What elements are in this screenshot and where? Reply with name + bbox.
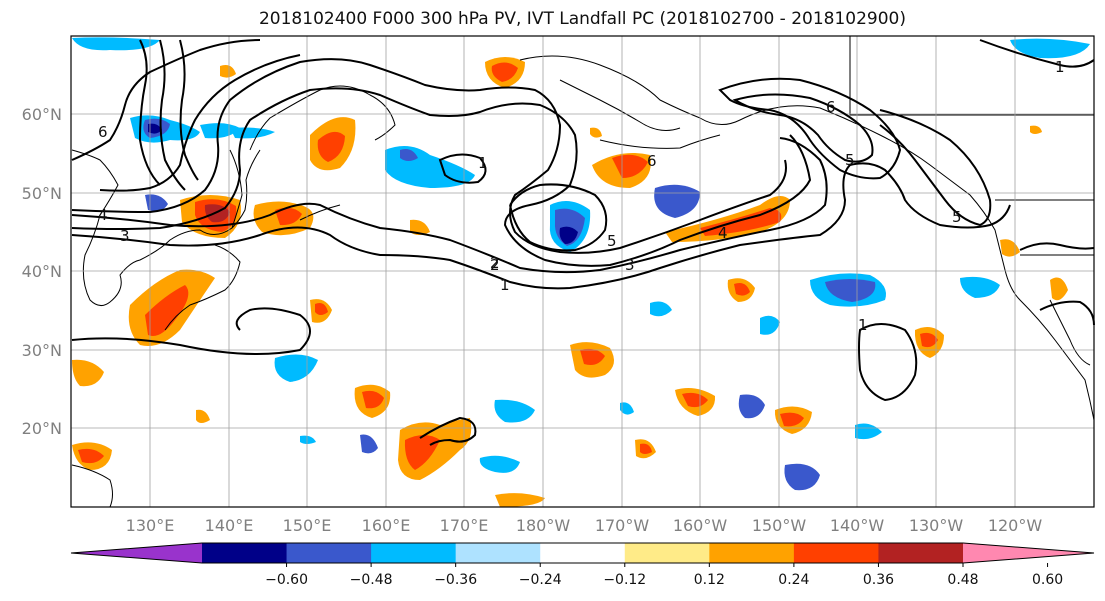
japan-coastline bbox=[164, 244, 241, 331]
contour-label: 1 bbox=[1055, 58, 1065, 76]
contour-label: 5 bbox=[952, 208, 962, 226]
contour-label: 2 bbox=[490, 256, 500, 274]
colorbar: −0.60 −0.48 −0.36 −0.24 −0.12 0.12 0.24 0.36 0.4… bbox=[70, 542, 1095, 588]
canada-border bbox=[849, 36, 1094, 116]
kamchatka-coastline bbox=[249, 85, 396, 151]
coastlines bbox=[71, 36, 1095, 508]
contour-2-main bbox=[71, 137, 828, 274]
contour-closed-2 bbox=[858, 323, 918, 402]
latitude-labels: 60°N 50°N 40°N 30°N 20°N bbox=[22, 105, 62, 438]
colorbar-extend-low bbox=[71, 543, 202, 563]
lat-label: 20°N bbox=[22, 419, 62, 438]
contour-label: 5 bbox=[607, 232, 617, 250]
colorbar-cell bbox=[286, 543, 372, 563]
colorbar-cell bbox=[540, 543, 626, 563]
contour-jet-core-3 bbox=[179, 39, 199, 181]
map-border bbox=[70, 35, 1095, 508]
colorbar-cell bbox=[878, 543, 964, 563]
lon-label: 160°W bbox=[673, 516, 728, 535]
contour-label: 3 bbox=[120, 227, 130, 245]
lon-label: 130°E bbox=[126, 516, 175, 535]
lat-label: 50°N bbox=[22, 184, 62, 203]
lat-label: 40°N bbox=[22, 262, 62, 281]
contour-6-west bbox=[71, 39, 261, 161]
contour-east-2 bbox=[1019, 242, 1095, 251]
contour-labels: 6 4 3 2 1 5 6 5 4 3 2 1 1 5 6 1 bbox=[98, 58, 1065, 334]
kuril-islands bbox=[299, 204, 341, 221]
contour-closed-1 bbox=[438, 153, 487, 184]
contour-5-low bbox=[509, 183, 608, 252]
lon-label: 150°E bbox=[283, 516, 332, 535]
lon-label: 130°W bbox=[909, 516, 964, 535]
contour-5-west bbox=[99, 54, 301, 192]
contour-east-1 bbox=[1039, 300, 1095, 326]
contour-label: 1 bbox=[478, 154, 488, 172]
colorbar-tick-label: −0.24 bbox=[519, 572, 562, 588]
longitude-labels: 130°E 140°E 150°E 160°E 170°E 180°W 170°… bbox=[126, 516, 1043, 535]
sakhalin-coastline bbox=[229, 149, 243, 229]
colorbar-cell bbox=[371, 543, 457, 563]
colorbar-tick-label: 0.24 bbox=[778, 572, 809, 588]
colorbar-tick-label: 0.48 bbox=[947, 572, 978, 588]
colorbar-extend-high bbox=[963, 543, 1094, 563]
colorbar-outline bbox=[70, 542, 1095, 564]
asia-coastline bbox=[71, 149, 261, 306]
contour-label: 6 bbox=[647, 152, 657, 170]
lon-label: 170°E bbox=[440, 516, 489, 535]
contour-label: 4 bbox=[718, 224, 728, 242]
contour-northeast bbox=[979, 39, 1095, 68]
contour-1-main bbox=[71, 162, 1011, 290]
contour-5-ridge bbox=[732, 93, 874, 163]
lon-label: 120°W bbox=[988, 516, 1043, 535]
colorbar-tick-label: 0.12 bbox=[694, 572, 725, 588]
colorbar-cell bbox=[455, 543, 541, 563]
colorbar-tick-label: −0.60 bbox=[265, 572, 308, 588]
anomaly-shading bbox=[72, 37, 1090, 507]
lon-label: 150°W bbox=[752, 516, 807, 535]
lat-label: 60°N bbox=[22, 105, 62, 124]
contour-label: 6 bbox=[98, 123, 108, 141]
lon-label: 160°E bbox=[362, 516, 411, 535]
contour-label: 5 bbox=[845, 151, 855, 169]
contour-jet-core-2 bbox=[159, 39, 186, 191]
lon-label: 170°W bbox=[595, 516, 650, 535]
contour-label: 6 bbox=[826, 98, 836, 116]
north-america-coastline bbox=[519, 55, 1095, 421]
mexico-coastline bbox=[1049, 299, 1091, 366]
colorbar-tick-label: −0.36 bbox=[434, 572, 477, 588]
colorbar-cell bbox=[202, 543, 288, 563]
contour-label: 2 bbox=[490, 254, 500, 272]
lon-label: 180°W bbox=[516, 516, 571, 535]
lon-label: 140°E bbox=[205, 516, 254, 535]
colorbar-tick-label: 0.36 bbox=[863, 572, 894, 588]
contour-3-main bbox=[71, 87, 812, 267]
contour-jet-core bbox=[138, 39, 161, 186]
contour-label: 1 bbox=[500, 276, 510, 294]
contour-label: 1 bbox=[858, 316, 868, 334]
philippines-coastline bbox=[71, 464, 113, 508]
lon-label: 140°W bbox=[830, 516, 885, 535]
contour-6-ridge bbox=[718, 77, 902, 180]
colorbar-tick-label: −0.12 bbox=[603, 572, 646, 588]
contour-label: 4 bbox=[98, 206, 108, 224]
pv-contours bbox=[71, 39, 1095, 446]
contour-label: 3 bbox=[625, 256, 635, 274]
contour-4-main bbox=[71, 58, 787, 254]
colorbar-cell bbox=[793, 543, 879, 563]
contour-1-west bbox=[71, 307, 311, 355]
alaska-coastline bbox=[559, 79, 681, 131]
lat-label: 30°N bbox=[22, 341, 62, 360]
map-title: 2018102400 F000 300 hPa PV, IVT Landfall… bbox=[258, 9, 906, 29]
colorbar-cell bbox=[624, 543, 710, 563]
colorbar-tick-label: 0.60 bbox=[1032, 572, 1063, 588]
contour-closed-3 bbox=[419, 416, 477, 446]
colorbar-cell bbox=[709, 543, 795, 563]
contour-4-ridge bbox=[879, 109, 992, 227]
colorbar-tick-label: −0.48 bbox=[350, 572, 393, 588]
